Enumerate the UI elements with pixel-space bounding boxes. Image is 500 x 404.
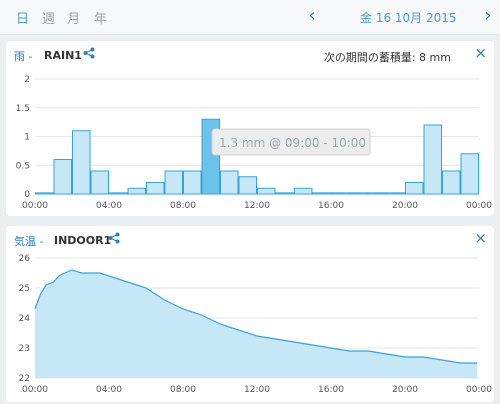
rain-bar — [53, 159, 72, 195]
tab-year[interactable]: 年 — [94, 12, 108, 27]
rain-x-tick-label: 00:00 — [22, 201, 48, 211]
accumulation-summary: 次の期間の蓄積量: 8 mm — [323, 51, 451, 64]
temp-y-tick-label: 26 — [19, 254, 31, 264]
share-icon[interactable] — [108, 232, 120, 244]
rain-x-tick-label: 16:00 — [318, 201, 344, 211]
rain-bar — [238, 176, 257, 195]
temp-module-name: INDOOR1 — [54, 234, 112, 247]
rain-bar — [164, 170, 183, 195]
rain-x-tick-label: 20:00 — [392, 201, 418, 211]
rain-x-tick-label: 08:00 — [170, 201, 196, 211]
rain-bar — [405, 182, 424, 195]
temp-metric-label: 気温 — [14, 235, 36, 248]
temp-metric-title: 気温 - — [14, 235, 44, 248]
rain-y-tick-label: 2 — [24, 75, 30, 85]
temp-y-tick-label: 25 — [19, 284, 30, 294]
rain-bar — [331, 192, 350, 195]
rain-bar — [386, 192, 405, 195]
close-icon[interactable]: × — [474, 229, 487, 247]
rain-bar — [423, 124, 442, 195]
temp-x-tick-label: 00:00 — [22, 385, 48, 395]
rain-tooltip: 1.3 mm @ 09:00 - 10:00 — [211, 128, 371, 156]
rain-bar — [294, 187, 313, 195]
rain-metric-label: 雨 — [14, 50, 25, 63]
temperature-card: 気温 - INDOOR1 × 22 23 24 25 26 00:00 04:00 08:0… — [6, 226, 494, 402]
rain-bar — [442, 170, 461, 195]
temp-y-tick-label: 22 — [19, 374, 30, 384]
rain-bar — [349, 192, 368, 195]
rain-bar — [90, 170, 109, 195]
temperature-area-chart: 22 23 24 25 26 00:00 04:00 08:00 12:00 16:00 20:0… — [19, 254, 493, 395]
rain-bar — [275, 192, 294, 195]
rain-bar — [220, 170, 239, 195]
temp-x-tick-label: 04:00 — [96, 385, 122, 395]
chevron-left-icon[interactable]: ‹ — [308, 5, 316, 26]
period-toolbar: 日 週 月 年 ‹ 金 16 10月 2015 › — [0, 0, 500, 35]
rain-bar — [72, 130, 91, 195]
rain-bar — [368, 192, 387, 195]
rain-bar — [257, 187, 276, 195]
rain-card: 雨 - RAIN1 次の期間の蓄積量: 8 mm × 0 0.5 1 1.5 2 00:… — [6, 41, 494, 216]
temp-x-tick-label: 20:00 — [392, 385, 418, 395]
rain-bar — [146, 182, 165, 195]
tooltip-box — [211, 128, 371, 156]
rain-bar — [109, 192, 128, 195]
temperature-area — [35, 270, 478, 378]
temp-x-tick-label: 00:00 — [466, 385, 492, 395]
current-date: 金 16 10月 2015 — [360, 11, 457, 25]
rain-x-tick-label: 12:00 — [244, 201, 270, 211]
temp-x-tick-label: 16:00 — [318, 385, 344, 395]
rain-y-tick-label: 1.5 — [16, 104, 30, 114]
tab-week[interactable]: 週 — [42, 12, 56, 27]
tab-month[interactable]: 月 — [67, 12, 81, 27]
chevron-right-icon[interactable]: › — [484, 5, 492, 26]
rain-bar — [460, 153, 479, 195]
share-icon[interactable] — [83, 47, 95, 59]
tab-day[interactable]: 日 — [16, 12, 30, 27]
rain-y-tick-label: 1 — [24, 133, 30, 143]
rain-bar — [183, 170, 202, 195]
close-icon[interactable]: × — [474, 44, 487, 62]
rain-bar — [312, 192, 331, 195]
rain-y-tick-label: 0.5 — [16, 161, 30, 171]
rain-x-tick-label: 04:00 — [96, 201, 122, 211]
rain-bar-chart: 0 0.5 1 1.5 2 00:00 04:00 08:00 12:00 16:00 20:00… — [16, 75, 493, 211]
temperature-line — [34, 269, 478, 364]
rain-y-tick-label: 0 — [24, 190, 30, 200]
temp-x-tick-label: 12:00 — [244, 385, 270, 395]
rain-bar — [127, 187, 146, 195]
temp-y-tick-label: 23 — [19, 344, 30, 354]
rain-metric-title: 雨 - — [14, 50, 33, 63]
rain-bar — [35, 192, 54, 195]
rain-x-tick-label: 00:00 — [466, 201, 492, 211]
tooltip-text: 1.3 mm @ 09:00 - 10:00 — [219, 136, 366, 150]
temp-y-tick-label: 24 — [19, 314, 31, 324]
rain-module-name: RAIN1 — [44, 49, 82, 62]
temp-x-tick-label: 08:00 — [170, 385, 196, 395]
